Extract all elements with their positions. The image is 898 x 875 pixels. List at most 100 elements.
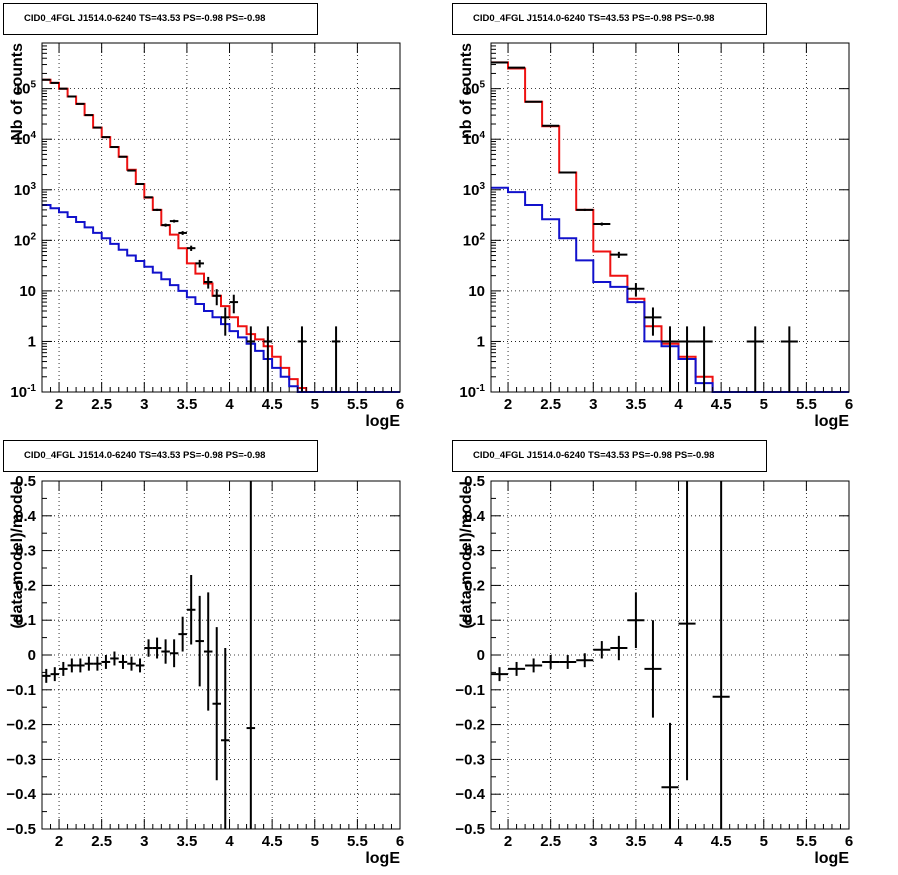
x-tick-label: 2.5: [540, 396, 561, 413]
data-point: [135, 183, 145, 186]
data-point: [627, 592, 645, 649]
data-point: [525, 658, 543, 673]
x-tick-label: 5.5: [796, 833, 817, 850]
pad-bottom-left: 2 2.5 3 3.5 4 4.5 5 5.5 6 −0.5 −0.4 −0.3 −0.2 −0.1 0 0.…: [0, 437, 449, 875]
y-ticks: −0.5 −0.4 −0.3 −0.2 −0.1 0 0.1 0.2 0.3 0.4 0.5: [455, 473, 849, 838]
data-point: [576, 653, 594, 668]
x-axis-label: logE: [814, 850, 849, 867]
data-points: [491, 481, 730, 829]
plot-counts-coarse: 2 2.5 3 3.5 4 4.5 5 5.5 6 10-1 1 10 102 103 104 105 logE…: [458, 42, 853, 430]
y-tick-label: −0.5: [6, 821, 36, 838]
data-point: [118, 655, 128, 669]
grid-lines: [42, 481, 400, 829]
y-axis-label: Nb of counts: [9, 43, 26, 141]
data-point: [203, 276, 213, 289]
data-point: [508, 661, 526, 676]
data-point: [644, 620, 662, 718]
x-ticks: 2 2.5 3 3.5 4 4.5 5 5.5 6: [50, 43, 404, 413]
y-tick-label: 0.3: [15, 543, 36, 560]
y-tick-label: 0.2: [15, 577, 36, 594]
data-point: [712, 481, 730, 829]
data-point: [678, 481, 696, 781]
x-ticks: 2 2.5 3 3.5 4 4.5 5 5.5 6: [499, 43, 853, 413]
data-point: [178, 616, 187, 652]
pad-top-right: 2 2.5 3 3.5 4 4.5 5 5.5 6 10-1 1 10 102 103 104 105 logE…: [449, 0, 898, 437]
data-point: [203, 592, 213, 711]
data-point: [50, 667, 60, 682]
data-point: [93, 656, 102, 671]
data-point: [593, 641, 611, 659]
x-tick-label: 3: [140, 833, 148, 850]
x-tick-label: 5: [760, 833, 768, 850]
data-point: [695, 326, 713, 392]
data-point: [246, 481, 256, 829]
x-axis-label: logE: [365, 413, 400, 430]
y-tick-label: 10: [468, 283, 485, 300]
data-point: [627, 283, 645, 297]
x-tick-label: 3.5: [176, 396, 197, 413]
x-tick-label: 2: [55, 396, 63, 413]
x-tick-label: 2.5: [540, 833, 561, 850]
x-tick-label: 5.5: [347, 833, 368, 850]
x-ticks: 2 2.5 3 3.5 4 4.5 5 5.5 6: [50, 481, 404, 850]
y-tick-label: 104: [463, 130, 486, 148]
x-tick-label: 2: [504, 833, 512, 850]
data-points: [42, 481, 256, 829]
x-tick-label: 3: [589, 396, 597, 413]
x-tick-label: 6: [396, 396, 404, 413]
data-point: [576, 208, 594, 212]
x-axis-label: logE: [365, 850, 400, 867]
x-tick-label: 2: [55, 833, 63, 850]
data-point: [42, 668, 51, 683]
plot-frame: [41, 42, 401, 393]
plot-residuals-coarse: 2 2.5 3 3.5 4 4.5 5 5.5 6 −0.5 −0.4 −0.3 −0.2 −0.1 0 0.…: [455, 473, 853, 867]
data-point: [610, 251, 628, 258]
x-tick-label: 5: [760, 396, 768, 413]
data-point: [59, 661, 68, 676]
y-tick-label: 102: [463, 231, 486, 249]
plot-counts-fine: 2 2.5 3 3.5 4 4.5 5 5.5 6 10-1 1 10 102 103 104 105 logE…: [9, 42, 404, 430]
data-point: [746, 326, 764, 392]
y-tick-label: −0.2: [6, 717, 36, 734]
y-axis-label: (data-model)/model: [9, 481, 26, 629]
data-point: [186, 245, 196, 251]
data-point: [263, 326, 273, 392]
data-point: [144, 196, 153, 199]
x-tick-label: 3: [140, 396, 148, 413]
data-point: [161, 639, 170, 664]
x-ticks: 2 2.5 3 3.5 4 4.5 5 5.5 6: [499, 481, 853, 850]
data-point: [229, 294, 239, 314]
data-point: [331, 326, 341, 392]
x-tick-label: 6: [396, 833, 404, 850]
data-points: [42, 78, 341, 392]
data-point: [661, 326, 679, 392]
data-point: [246, 326, 256, 392]
data-point: [76, 658, 85, 673]
data-point: [169, 219, 179, 223]
y-tick-label: 0.4: [464, 508, 486, 525]
y-tick-label: 0.4: [15, 508, 37, 525]
data-point: [127, 169, 136, 172]
data-point: [297, 326, 307, 392]
data-point: [221, 648, 230, 829]
data-point: [84, 656, 94, 671]
plot-title: CID0_4FGL J1514.0-6240 TS=43.53 PS=-0.98…: [3, 440, 318, 472]
data-point: [178, 231, 187, 235]
y-tick-label: 103: [463, 181, 486, 199]
x-tick-label: 4: [674, 833, 683, 850]
y-axis-label: nb of counts: [458, 43, 475, 139]
y-ticks: −0.5 −0.4 −0.3 −0.2 −0.1 0 0.1 0.2 0.3 0.4 0.5: [6, 473, 400, 838]
y-tick-label: −0.4: [455, 786, 485, 803]
data-point: [593, 222, 611, 226]
data-point: [559, 171, 577, 174]
x-tick-label: 3.5: [625, 833, 646, 850]
x-tick-label: 4: [225, 833, 234, 850]
data-point: [152, 208, 162, 212]
y-tick-label: −0.3: [455, 751, 485, 768]
x-tick-label: 2.5: [91, 833, 112, 850]
x-tick-label: 2: [504, 396, 512, 413]
x-tick-label: 3: [589, 833, 597, 850]
pad-top-left: 2 2.5 3 3.5 4 4.5 5 5.5 6 10-1 1 10 102 103 104 105 logE…: [0, 0, 449, 437]
data-point: [542, 655, 560, 669]
x-tick-label: 3.5: [625, 396, 646, 413]
